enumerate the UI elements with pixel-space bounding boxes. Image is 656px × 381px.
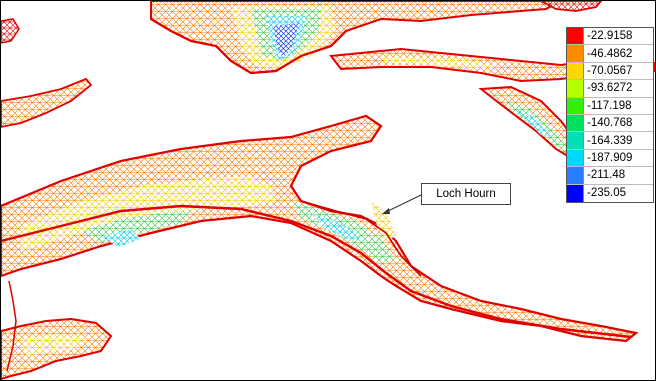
loch-hourn-label: Loch Hourn: [421, 183, 511, 205]
legend-entry: -46.4862: [567, 45, 653, 63]
legend-swatch: [567, 97, 584, 114]
northern-channels: [150, 1, 655, 163]
legend-entry: -117.198: [567, 97, 653, 115]
legend-label: -22.9158: [587, 30, 633, 43]
legend-swatch: [567, 28, 584, 45]
legend-label: -235.05: [587, 187, 627, 200]
legend-swatch: [567, 62, 584, 80]
legend-label: -140.768: [587, 117, 633, 130]
loch-hourn-body: [1, 114, 639, 343]
legend-swatch: [567, 45, 584, 62]
legend-entry: -22.9158: [567, 28, 653, 46]
legend-entry: -70.0567: [567, 62, 653, 81]
legend-swatch: [567, 149, 584, 167]
legend-label: -211.48: [587, 169, 626, 182]
depth-legend: -22.9158 -46.4862 -70.0567 -93.6272 -117…: [566, 27, 654, 203]
legend-label: -117.198: [587, 99, 632, 112]
legend-entry: -211.48: [567, 167, 653, 185]
legend-swatch: [567, 167, 584, 184]
legend-entry: -235.05: [567, 184, 653, 202]
southwest-inlet-deep: [21, 334, 86, 356]
west-spit: [1, 77, 93, 128]
legend-entry: -164.339: [567, 132, 653, 150]
legend-entry: -93.6272: [567, 80, 653, 98]
legend-swatch: [567, 184, 584, 202]
legend-label: -46.4862: [587, 47, 633, 60]
legend-swatch: [567, 132, 584, 149]
legend-label: -164.339: [587, 134, 633, 147]
legend-label: -70.0567: [587, 64, 633, 77]
legend-swatch: [567, 114, 584, 132]
legend-entry: -187.909: [567, 149, 653, 168]
legend-entry: -140.768: [567, 114, 653, 133]
legend-swatch: [567, 80, 584, 97]
legend-label: -187.909: [587, 151, 633, 164]
west-shoreline: [6, 280, 17, 372]
legend-label: -93.6272: [587, 82, 633, 95]
annotation-arrow: [382, 194, 422, 214]
west-channel: [1, 18, 20, 44]
